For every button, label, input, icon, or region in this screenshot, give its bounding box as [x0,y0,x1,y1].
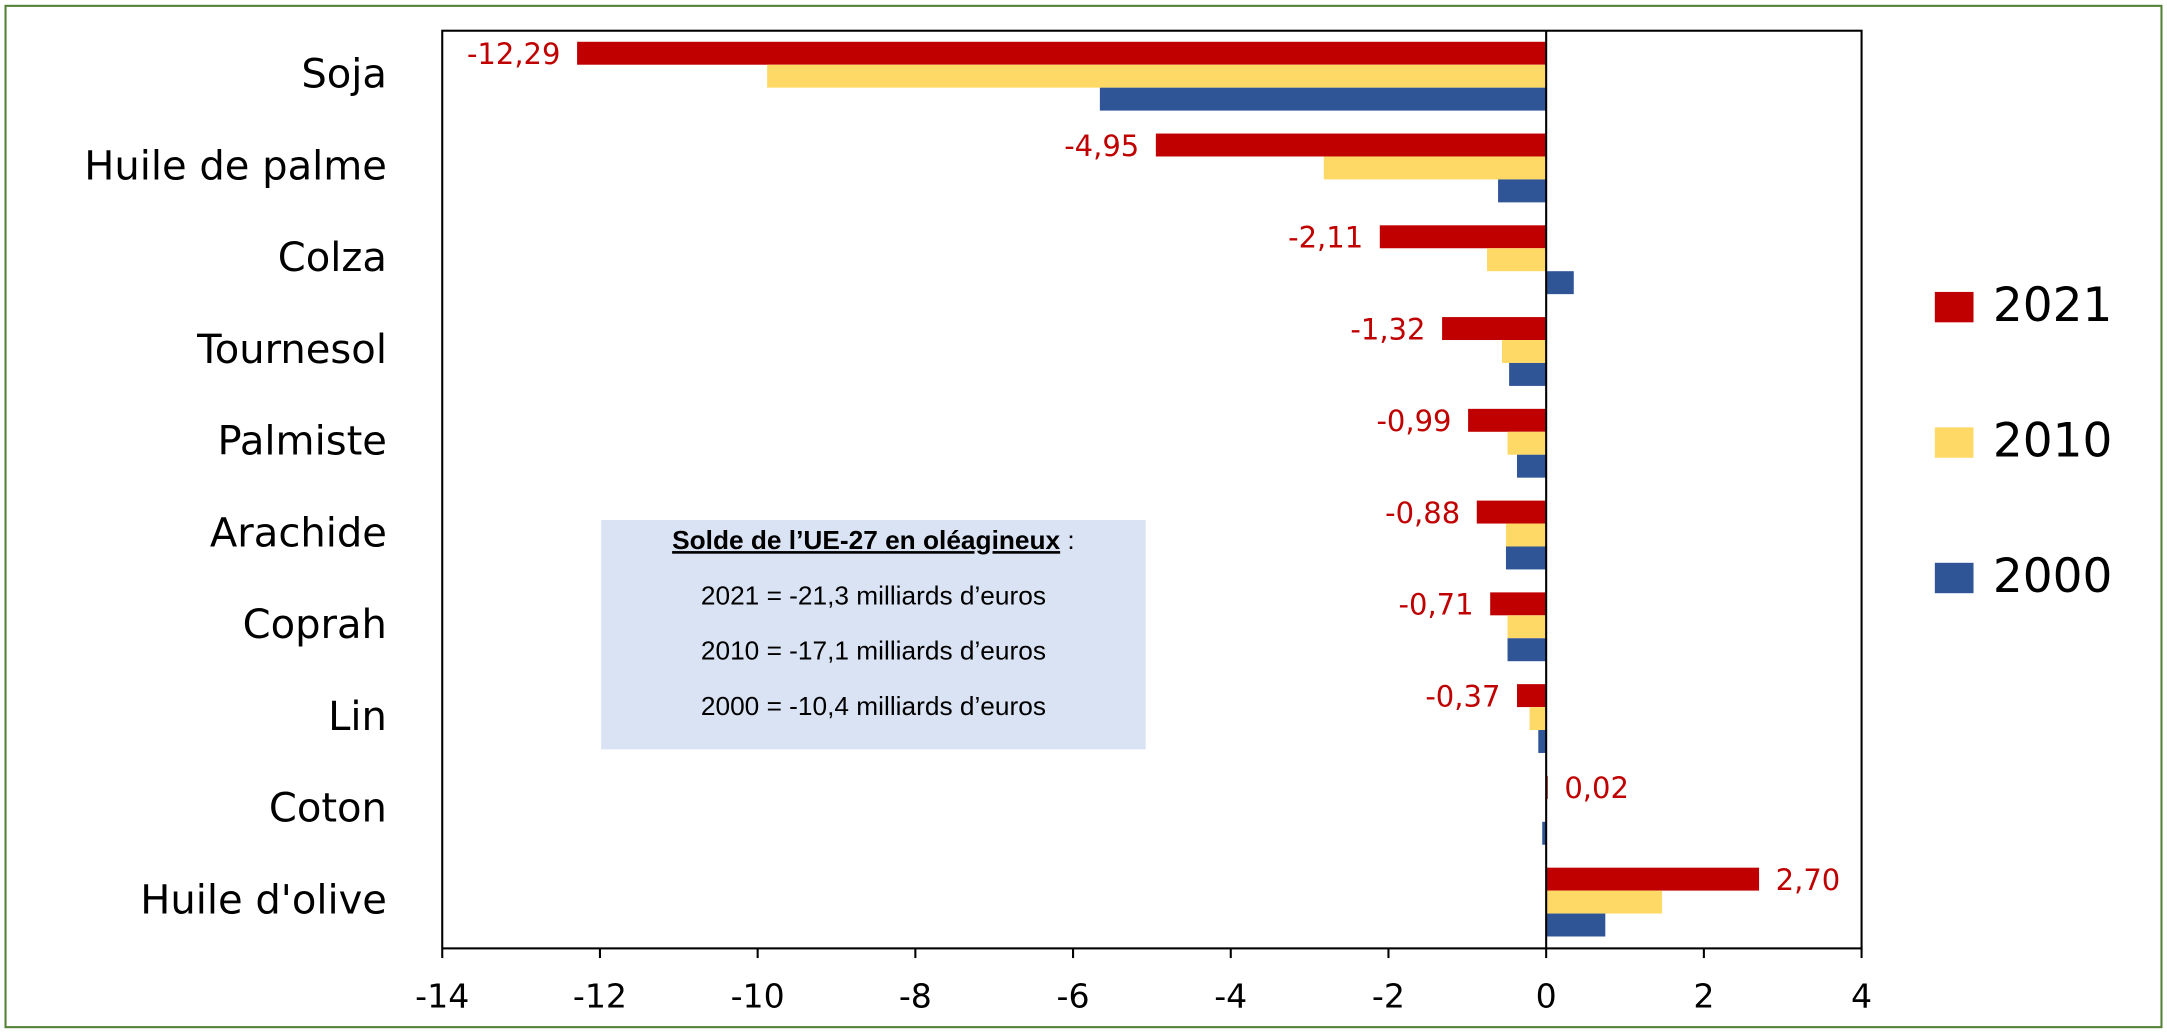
x-tick-label: -14 [415,977,469,1016]
bar [1379,225,1547,249]
x-tick-label: -10 [731,977,785,1016]
bar [1490,592,1547,616]
data-label: -2,11 [1288,221,1363,255]
bar [1546,890,1663,914]
annotation-box [601,519,1146,750]
bar [1546,271,1574,295]
y-tick-label: Coton [269,786,387,832]
border [4,4,2163,1029]
y-tick-label: Soja [301,52,387,98]
x-tick-label: -12 [573,977,627,1016]
y-tick-label: Coprah [243,602,387,648]
x-tick-label: -8 [899,977,932,1016]
y-tick-label: Huile d'olive [140,877,387,923]
bar [577,41,1547,65]
bar [1507,638,1547,662]
bar [1509,362,1547,386]
bar [1442,317,1547,341]
bar [1323,156,1547,180]
bar [1516,684,1547,708]
bar [1468,408,1547,432]
bar [1546,913,1606,937]
bar [1538,730,1547,753]
x-tick-label: 4 [1851,977,1872,1016]
y-tick-label: Huile de palme [84,143,387,189]
y-tick-label: Tournesol [196,327,387,373]
data-label: 2,70 [1776,863,1841,897]
bar [1516,454,1547,478]
data-label: 0,02 [1564,771,1629,805]
x-tick-label: 0 [1536,977,1557,1016]
legend-swatch [1934,291,1974,323]
bar [1505,546,1547,570]
data-label: -1,32 [1350,312,1425,346]
annotation-line: 2010 = -17,1 milliards d’euros [701,636,1046,666]
x-tick-label: -2 [1372,977,1405,1016]
bar [1099,87,1547,111]
bar [1529,707,1547,731]
annotation-title-suffix: : [1060,525,1075,555]
annotation-title: Solde de l’UE-27 en oléagineux : [672,525,1075,555]
annotation-line: 2021 = -21,3 milliards d’euros [701,580,1046,610]
x-tick-label: -6 [1057,977,1090,1016]
y-tick-label: Arachide [210,510,387,556]
data-label: -0,71 [1399,588,1474,622]
x-tick-label: 2 [1693,977,1714,1016]
bar [1542,821,1547,845]
bar [1498,179,1547,203]
plot-frame [441,29,1863,950]
data-label: -12,29 [467,37,561,71]
legend-swatch [1934,562,1974,594]
data-label: -4,95 [1064,129,1139,163]
bar [1507,615,1547,639]
legend-label: 2010 [1993,413,2113,468]
bar [1507,431,1547,455]
data-label: -0,99 [1376,404,1451,438]
legend-label: 2021 [1993,278,2113,333]
y-tick-label: Colza [278,235,387,281]
bar [1502,340,1547,363]
legend-label: 2000 [1993,549,2113,604]
legend-swatch [1934,427,1974,458]
bar [1505,523,1547,547]
annotation-line: 2000 = -10,4 milliards d’euros [701,691,1046,721]
bar [1476,500,1547,524]
bar [1487,248,1547,272]
y-tick-label: Lin [328,694,387,740]
data-label: -0,88 [1385,496,1460,530]
x-tick-label: -4 [1214,977,1247,1016]
y-tick-label: Palmiste [218,419,387,465]
annotation-title-text: Solde de l’UE-27 en oléagineux [672,525,1060,555]
bar [1546,867,1760,891]
data-label: -0,37 [1425,679,1500,713]
bar [1155,133,1547,157]
bar [767,64,1547,88]
